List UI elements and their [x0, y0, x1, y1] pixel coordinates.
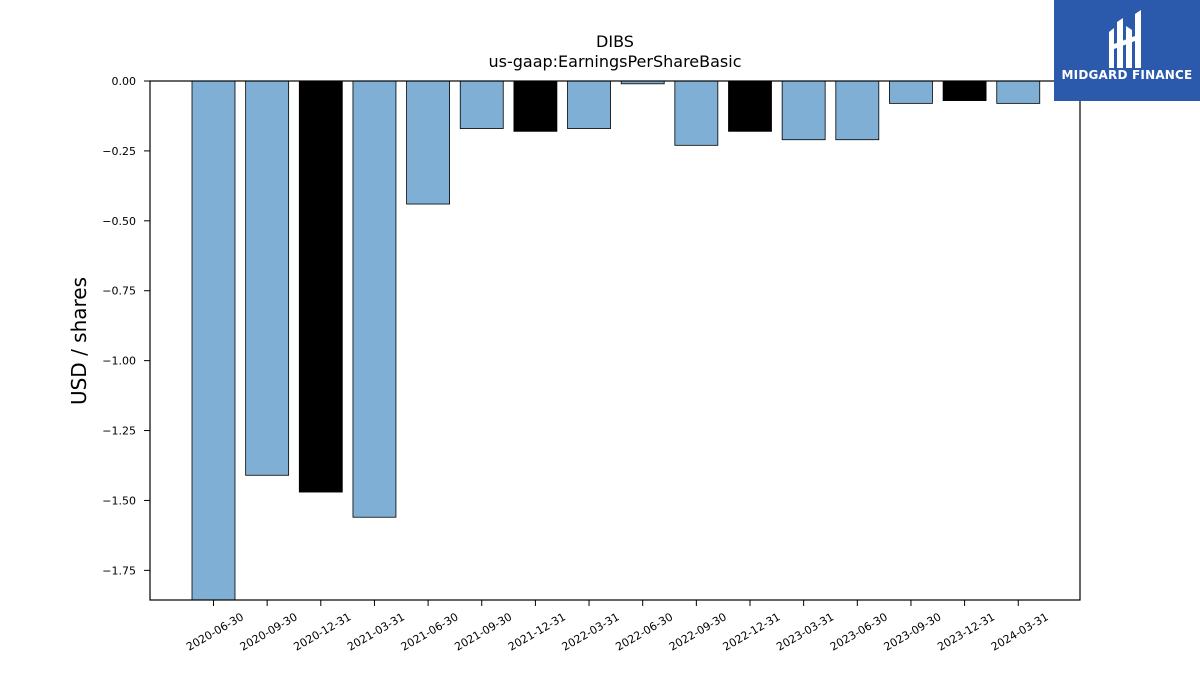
x-tick-label: 2021-03-31: [345, 610, 407, 653]
midgard-finance-logo: MIDGARD FINANCE: [1054, 0, 1200, 101]
bar-2021-12-31: [513, 80, 558, 132]
x-tick-label: 2021-12-31: [506, 610, 568, 653]
bar-2020-12-31: [298, 80, 343, 493]
x-tick-label: 2022-03-31: [560, 610, 622, 653]
bar-2020-06-30: [191, 80, 236, 601]
x-tick-label: 2021-09-30: [452, 610, 514, 653]
bar-2021-03-31: [352, 80, 397, 518]
x-tick-label: 2022-12-31: [721, 610, 783, 653]
x-tick-label: 2020-09-30: [238, 610, 300, 653]
bar-2023-06-30: [835, 80, 880, 141]
bar-2023-09-30: [889, 80, 933, 104]
x-tick-label: 2023-09-30: [882, 610, 944, 653]
x-tick-label: 2023-06-30: [828, 610, 890, 653]
y-tick-label: 0.00: [112, 75, 137, 88]
y-axis-label: USD / shares: [67, 276, 91, 406]
logo-text: MIDGARD FINANCE: [1061, 68, 1193, 82]
bar-2022-12-31: [728, 80, 772, 132]
bar-2022-09-30: [674, 80, 719, 146]
bar-2023-03-31: [781, 80, 826, 141]
bar-2023-12-31: [942, 80, 987, 101]
x-tick-label: 2021-06-30: [399, 610, 461, 653]
bar-2020-09-30: [245, 80, 290, 476]
logo-mark-icon: [1054, 0, 1200, 101]
chart-title: DIBS: [596, 32, 634, 51]
bar-2022-03-31: [567, 80, 611, 129]
x-tick-label: 2023-03-31: [774, 610, 836, 653]
x-tick-label: 2020-12-31: [291, 610, 353, 653]
x-tick-label: 2022-09-30: [667, 610, 729, 653]
y-tick-label: −0.75: [102, 285, 136, 298]
x-axis: 2020-06-302020-09-302020-12-312021-03-31…: [184, 600, 1051, 654]
x-tick-label: 2022-06-30: [613, 610, 675, 653]
bar-2021-06-30: [406, 80, 451, 205]
y-tick-label: −0.50: [102, 215, 136, 228]
x-tick-label: 2024-03-31: [989, 610, 1051, 653]
chart-subtitle: us-gaap:EarningsPerShareBasic: [488, 52, 742, 71]
bar-2021-09-30: [459, 80, 504, 129]
plot-frame: [149, 80, 1081, 601]
bars-group: [191, 80, 1041, 601]
x-tick-label: 2023-12-31: [935, 610, 997, 653]
y-tick-label: −0.25: [102, 145, 136, 158]
y-tick-label: −1.25: [102, 425, 136, 438]
x-tick-label: 2020-06-30: [184, 610, 246, 653]
bar-2024-03-31: [996, 80, 1041, 104]
y-tick-label: −1.75: [102, 564, 136, 577]
y-axis: 0.00 −0.25 −0.50 −0.75 −1.00 −1.25 −1.50 −1.75: [102, 75, 150, 577]
y-tick-label: −1.00: [102, 355, 136, 368]
y-tick-label: −1.50: [102, 494, 136, 507]
